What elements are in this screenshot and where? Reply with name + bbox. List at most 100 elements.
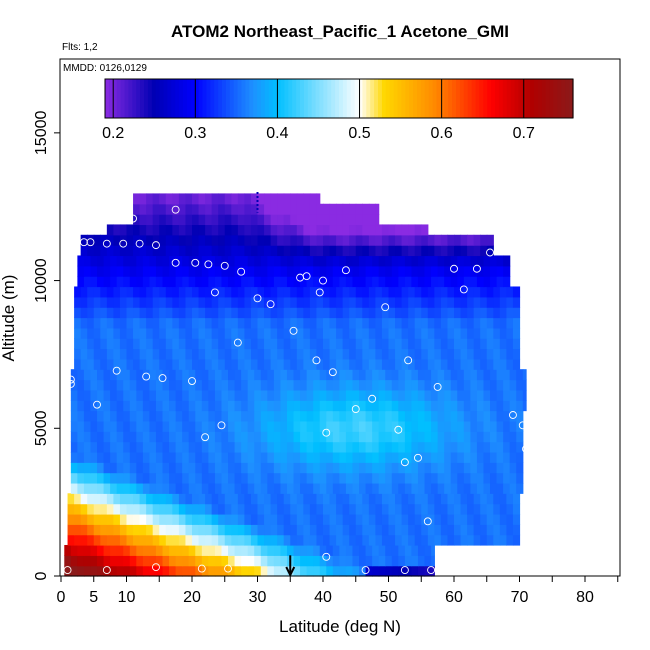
colorbar-cell <box>163 79 168 118</box>
field-cell <box>398 462 406 474</box>
field-cell <box>221 379 229 391</box>
field-cell <box>404 400 413 412</box>
field-cell <box>349 358 357 370</box>
field-cell <box>493 327 501 339</box>
field-cell <box>116 555 124 567</box>
field-cell <box>300 462 308 474</box>
field-cell <box>185 327 193 339</box>
field-cell <box>375 224 383 236</box>
observation-point <box>220 261 229 270</box>
observation-point <box>341 266 350 275</box>
field-cell <box>198 524 206 536</box>
colorbar-cell <box>514 79 519 118</box>
field-cell <box>290 234 298 246</box>
field-cell <box>198 317 206 329</box>
field-cell <box>323 286 331 298</box>
field-cell <box>133 358 141 370</box>
field-cell <box>431 369 439 381</box>
field-cell <box>391 389 399 401</box>
field-cell <box>365 276 373 288</box>
colorbar-cell <box>510 79 516 118</box>
field-cell <box>142 379 151 391</box>
field-cell <box>368 524 376 536</box>
field-cell <box>234 420 242 432</box>
field-cell <box>169 482 177 494</box>
field-cell <box>221 389 229 401</box>
field-cell <box>74 503 82 515</box>
field-cell <box>463 369 471 381</box>
field-cell <box>83 482 92 494</box>
field-cell <box>385 265 393 277</box>
field-cell <box>260 255 268 267</box>
field-cell <box>192 338 200 350</box>
field-cell <box>398 379 406 391</box>
field-cell <box>100 534 108 546</box>
field-cell <box>431 565 435 577</box>
field-cell <box>201 379 209 391</box>
field-cell <box>159 296 167 308</box>
field-cell <box>457 379 465 391</box>
field-cell <box>129 410 137 422</box>
field-cell <box>339 431 347 443</box>
field-cell <box>106 348 114 360</box>
field-cell <box>512 327 521 339</box>
field-cell <box>362 493 370 505</box>
field-cell <box>398 441 406 453</box>
field-cell <box>149 379 157 391</box>
field-cell <box>90 265 98 277</box>
field-cell <box>349 513 357 525</box>
field-cell <box>74 317 82 329</box>
colorbar-cell <box>225 79 231 118</box>
field-cell <box>480 513 488 525</box>
field-cell <box>165 327 173 339</box>
field-cell <box>100 338 108 350</box>
field-cell <box>241 544 249 556</box>
field-cell <box>460 245 468 257</box>
field-cell <box>100 286 108 298</box>
observation-point <box>322 552 331 561</box>
field-cell <box>391 555 399 567</box>
field-cell <box>74 534 82 546</box>
field-cell <box>421 234 429 246</box>
field-cell <box>250 338 259 350</box>
field-cell <box>277 503 285 515</box>
field-cell <box>250 503 259 515</box>
field-cell <box>385 420 393 432</box>
field-cell <box>224 307 232 319</box>
field-cell <box>182 265 190 277</box>
field-cell <box>388 286 396 298</box>
field-cell <box>106 534 114 546</box>
field-cell <box>142 431 151 443</box>
field-cell <box>395 493 403 505</box>
field-cell <box>516 482 524 494</box>
field-cell <box>67 513 75 525</box>
field-cell <box>195 441 203 453</box>
field-cell <box>503 276 511 288</box>
field-cell <box>437 389 445 401</box>
field-cell <box>355 348 363 360</box>
field-cell <box>365 451 373 463</box>
field-cell <box>509 400 517 412</box>
field-cell <box>408 327 416 339</box>
x-axis: 0 5 10 20 30 40 50 60 70 80 <box>57 576 619 606</box>
field-cell <box>119 534 128 546</box>
field-cell <box>192 234 200 246</box>
field-cell <box>290 307 298 319</box>
field-cell <box>264 307 272 319</box>
field-cell <box>473 524 481 536</box>
field-cell <box>283 338 291 350</box>
field-cell <box>169 400 177 412</box>
field-cell <box>280 462 288 474</box>
field-cell <box>490 410 498 422</box>
field-cell <box>234 276 242 288</box>
field-cell <box>503 389 511 401</box>
field-cell <box>123 379 131 391</box>
field-cell <box>473 493 481 505</box>
colorbar-cell <box>389 79 395 118</box>
field-cell <box>175 555 183 567</box>
field-cell <box>326 462 334 474</box>
field-cell <box>198 493 206 505</box>
field-cell <box>119 503 128 515</box>
colorbar-cell <box>120 79 126 118</box>
field-cell <box>368 503 376 515</box>
